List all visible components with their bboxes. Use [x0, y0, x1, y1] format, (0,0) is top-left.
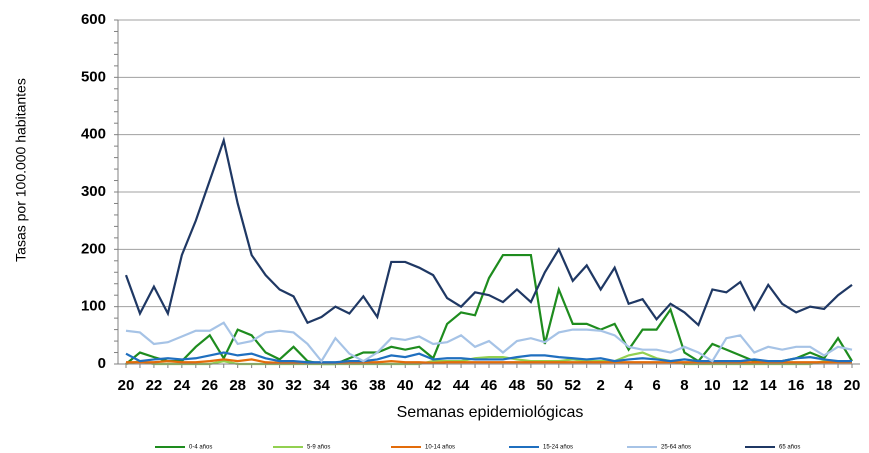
x-tick-label: 16	[788, 377, 805, 394]
x-tick-label: 44	[453, 377, 470, 394]
legend-label: 15-24 años	[543, 445, 573, 451]
y-tick-label: 500	[81, 68, 106, 85]
x-tick-label: 28	[229, 377, 246, 394]
series-line	[125, 253, 853, 366]
x-tick-label: 20	[118, 377, 135, 394]
x-tick-label: 22	[146, 377, 163, 394]
x-tick-label: 6	[652, 377, 660, 394]
x-tick-label: 14	[760, 377, 777, 394]
legend-label: 5-9 años	[307, 445, 330, 451]
y-tick-label: 200	[81, 240, 106, 257]
x-tick-label: 4	[624, 377, 633, 394]
y-tick-label: 400	[81, 126, 106, 143]
x-tick-label: 26	[201, 377, 218, 394]
x-tick-label: 12	[732, 377, 749, 394]
y-axis-title: Tasas por 100.000 habitantes	[13, 78, 29, 262]
x-tick-label: 34	[313, 377, 330, 394]
x-tick-label: 24	[174, 377, 191, 394]
x-tick-label: 52	[564, 377, 581, 394]
y-tick-label: 600	[81, 11, 106, 28]
series-line	[124, 136, 853, 327]
x-tick-label: 36	[341, 377, 358, 394]
series-line	[125, 321, 853, 364]
y-tick-label: 100	[81, 298, 106, 315]
y-tick-label: 0	[98, 355, 106, 372]
x-tick-label: 42	[425, 377, 442, 394]
series-line	[125, 351, 852, 364]
x-tick-label: 18	[816, 377, 833, 394]
x-tick-label: 20	[844, 377, 861, 394]
y-tick-label: 300	[81, 183, 106, 200]
x-axis-title: Semanas epidemiológicas	[397, 404, 584, 421]
legend-label: 0-4 años	[189, 445, 212, 451]
x-tick-label: 50	[537, 377, 554, 394]
x-tick-label: 8	[680, 377, 688, 394]
x-tick-label: 32	[285, 377, 302, 394]
legend-label: 65 años	[779, 445, 800, 451]
legend-label: 25-64 años	[661, 445, 691, 451]
legend-label: 10-14 años	[425, 445, 455, 451]
x-tick-label: 10	[704, 377, 721, 394]
x-tick-label: 38	[369, 377, 386, 394]
x-tick-label: 2	[597, 377, 605, 394]
series-line	[126, 358, 852, 364]
x-tick-label: 48	[509, 377, 526, 394]
x-tick-label: 30	[257, 377, 274, 394]
x-tick-label: 46	[481, 377, 498, 394]
x-tick-label: 40	[397, 377, 414, 394]
